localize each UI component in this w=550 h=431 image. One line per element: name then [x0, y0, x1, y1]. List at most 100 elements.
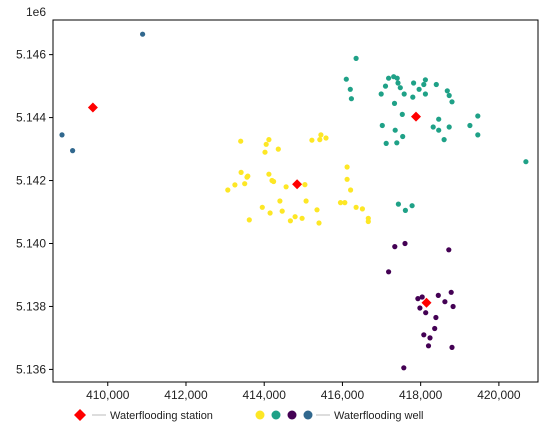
well-point — [394, 75, 400, 81]
y-tick-label: 5.136 — [16, 362, 46, 376]
legend: Waterflooding station Waterflooding well — [74, 409, 423, 422]
well-point — [317, 137, 323, 143]
well-point — [411, 80, 417, 86]
well-point — [425, 343, 432, 349]
well-point — [378, 91, 384, 97]
y-tick-label: 5.144 — [16, 111, 46, 125]
well-point — [467, 122, 473, 129]
well-point — [422, 91, 428, 97]
well-point — [347, 86, 353, 92]
well-point — [302, 182, 308, 188]
well-point — [275, 146, 281, 152]
legend-entry-well: Waterflooding well — [255, 410, 423, 422]
well-point — [353, 55, 359, 62]
well-point — [303, 198, 309, 204]
well-point — [422, 77, 428, 83]
x-tick-label: 416,000 — [321, 388, 365, 402]
y-tick-label: 5.138 — [16, 299, 46, 313]
well-point — [432, 325, 438, 332]
well-point — [430, 124, 436, 130]
well-point — [446, 247, 452, 253]
y-tick-label: 5.146 — [16, 48, 46, 62]
legend-dot-marker — [255, 410, 265, 420]
well-point — [392, 127, 398, 133]
well-point — [417, 305, 423, 311]
well-point — [442, 299, 448, 305]
well-point — [279, 208, 285, 214]
well-point — [427, 335, 433, 341]
well-point — [59, 132, 65, 138]
well-point — [448, 289, 454, 295]
x-tick-label: 410,000 — [86, 388, 130, 402]
y-tick-label: 5.140 — [16, 236, 46, 250]
well-point — [441, 137, 447, 143]
well-point — [402, 207, 408, 213]
x-tick-label: 412,000 — [164, 388, 208, 402]
legend-dot-marker — [271, 410, 281, 420]
well-point — [419, 294, 425, 300]
legend-entry-station: Waterflooding station — [74, 409, 213, 422]
well-point — [397, 85, 403, 91]
x-axis: 410,000 412,000 414,000 416,000 418,000 420,0… — [86, 382, 521, 402]
x-tick-label: 414,000 — [243, 388, 287, 402]
well-point — [444, 88, 450, 94]
well-point — [383, 140, 389, 146]
well-point — [365, 215, 371, 221]
plot-frame — [52, 19, 539, 383]
well-point — [140, 31, 146, 37]
well-point — [391, 100, 398, 106]
well-point — [450, 303, 456, 310]
x-tick-label: 418,000 — [399, 388, 443, 402]
well-point — [446, 124, 452, 130]
well-point — [337, 200, 344, 206]
well-point — [242, 181, 248, 187]
well-point — [323, 135, 329, 141]
well-point — [292, 214, 298, 220]
well-point — [271, 178, 277, 185]
well-point — [353, 204, 359, 210]
well-point — [309, 137, 315, 143]
station-point — [87, 102, 98, 113]
well-point — [401, 365, 407, 371]
well-point — [318, 132, 324, 138]
legend-swatch-station — [74, 409, 86, 421]
well-point — [232, 182, 238, 188]
station-point — [421, 297, 432, 308]
well-point — [433, 81, 439, 88]
y-tick-label: 5.142 — [16, 174, 46, 188]
data-points — [59, 31, 529, 371]
well-point — [436, 116, 442, 122]
well-point — [423, 310, 429, 316]
x-tick-label: 420,000 — [477, 388, 521, 402]
well-point — [238, 169, 244, 175]
well-point — [359, 206, 365, 212]
well-point — [449, 99, 455, 105]
well-point — [299, 215, 305, 221]
y-axis: 5.136 5.138 5.140 5.142 5.144 5.146 — [16, 48, 53, 376]
well-point — [433, 314, 439, 321]
well-point — [394, 140, 400, 146]
well-point — [421, 332, 427, 338]
well-point — [343, 76, 349, 82]
well-point — [379, 122, 385, 129]
well-point — [287, 218, 293, 224]
well-point — [395, 80, 401, 86]
well-point — [266, 171, 272, 177]
well-point — [314, 207, 320, 213]
well-point — [523, 159, 529, 165]
well-point — [277, 198, 283, 204]
well-point — [399, 111, 405, 117]
station-point — [411, 111, 421, 122]
well-point — [415, 296, 421, 302]
well-point — [348, 96, 354, 102]
well-point — [421, 81, 427, 88]
well-point — [402, 240, 408, 247]
well-point — [409, 203, 415, 209]
well-point — [416, 86, 422, 92]
well-point — [410, 94, 416, 100]
well-point — [344, 164, 350, 170]
well-point — [283, 184, 289, 190]
well-point — [475, 132, 481, 138]
well-point — [245, 173, 251, 179]
